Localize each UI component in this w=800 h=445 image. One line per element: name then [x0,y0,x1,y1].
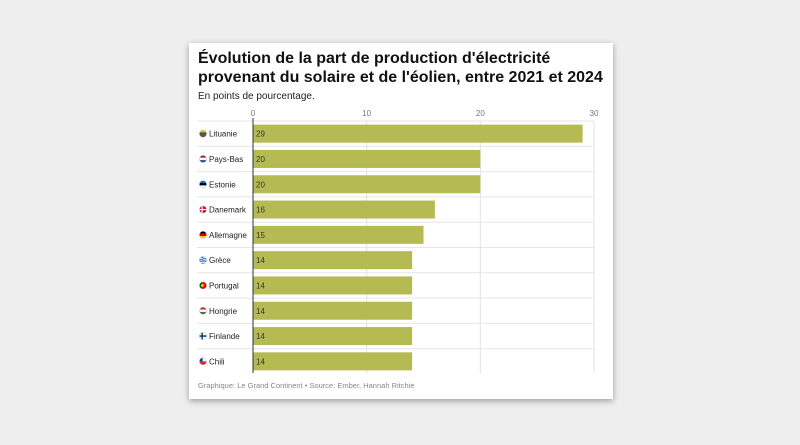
flag-outline [199,180,207,189]
flag-outline [199,205,207,214]
bar [253,352,413,371]
flag-outline [199,256,207,264]
flag-germany-icon [199,231,207,239]
chart-title: Évolution de la part de production d'éle… [198,50,603,86]
flag-estonia-icon [199,180,207,188]
x-tick-label: 30 [590,109,599,118]
x-tick-label: 0 [251,109,256,118]
category-label: Lituanie [209,130,238,139]
flag-greece-icon [199,256,207,264]
flag-outline [199,306,207,315]
x-tick-label: 10 [362,109,371,118]
flag-netherlands-icon [199,155,207,163]
bar-value-label: 14 [256,332,265,341]
chart-card: Évolution de la part de production d'éle… [189,43,613,399]
flag-portugal-icon [199,281,207,290]
category-label: Danemark [209,206,247,215]
bar-value-label: 14 [256,357,265,366]
bar [253,301,413,320]
flag-outline [199,155,207,163]
bar [253,327,413,346]
flag-denmark-icon [199,205,207,214]
bar-value-label: 14 [256,307,265,316]
flag-outline [199,231,207,239]
chart-source: Graphique: Le Grand Continent • Source: … [198,381,415,390]
flag-outline [199,332,207,340]
flag-lithuania-icon [199,130,207,138]
bar [253,124,583,143]
category-label: Finlande [209,332,240,341]
bar [253,276,413,295]
flag-outline [199,129,207,138]
flag-outline [199,357,207,366]
bar-value-label: 14 [256,256,265,265]
bar-value-label: 15 [256,231,265,240]
chart-subtitle: En points de pourcentage. [198,91,315,102]
flag-chile-icon [199,357,207,365]
bar-value-label: 16 [256,206,265,215]
category-label: Allemagne [209,231,247,240]
bar-value-label: 14 [256,281,265,290]
category-label: Hongrie [209,307,238,316]
bar-value-label: 20 [256,155,265,164]
bar [253,200,435,219]
category-label: Chili [209,357,225,366]
category-label: Grèce [209,256,231,265]
flag-hungary-icon [199,307,207,315]
flag-finland-icon [199,332,207,340]
bar [253,149,481,168]
bar [253,225,424,244]
category-label: Portugal [209,281,239,290]
bar [253,175,481,194]
bar-chart: 0 10 20 30 Lituanie 29 Pays-Bas 20 Estonie 20 Dane… [197,109,599,373]
bar-value-label: 20 [256,180,265,189]
category-label: Pays-Bas [209,155,243,164]
bar-value-label: 29 [256,130,265,139]
x-tick-label: 20 [476,109,485,118]
category-label: Estonie [209,180,236,189]
flag-outline [199,281,207,290]
bar [253,251,413,270]
